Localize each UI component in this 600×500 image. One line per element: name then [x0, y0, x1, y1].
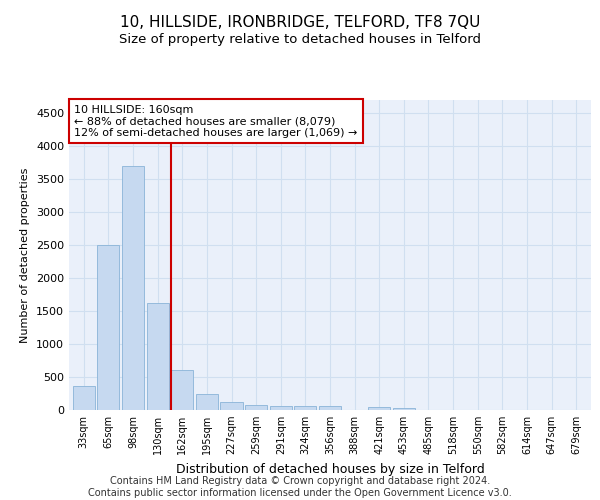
- Bar: [319, 406, 341, 410]
- Bar: [122, 166, 144, 410]
- Text: 10 HILLSIDE: 160sqm
← 88% of detached houses are smaller (8,079)
12% of semi-det: 10 HILLSIDE: 160sqm ← 88% of detached ho…: [74, 104, 358, 138]
- Bar: [393, 408, 415, 410]
- Bar: [220, 402, 242, 410]
- Text: Contains HM Land Registry data © Crown copyright and database right 2024.
Contai: Contains HM Land Registry data © Crown c…: [88, 476, 512, 498]
- Text: Size of property relative to detached houses in Telford: Size of property relative to detached ho…: [119, 32, 481, 46]
- Bar: [269, 406, 292, 410]
- Y-axis label: Number of detached properties: Number of detached properties: [20, 168, 31, 342]
- Text: 10, HILLSIDE, IRONBRIDGE, TELFORD, TF8 7QU: 10, HILLSIDE, IRONBRIDGE, TELFORD, TF8 7…: [120, 15, 480, 30]
- Bar: [73, 386, 95, 410]
- Bar: [368, 406, 391, 410]
- Bar: [171, 370, 193, 410]
- Bar: [146, 303, 169, 410]
- Bar: [294, 406, 316, 410]
- Bar: [97, 245, 119, 410]
- X-axis label: Distribution of detached houses by size in Telford: Distribution of detached houses by size …: [176, 462, 484, 475]
- Bar: [245, 405, 267, 410]
- Bar: [196, 394, 218, 410]
